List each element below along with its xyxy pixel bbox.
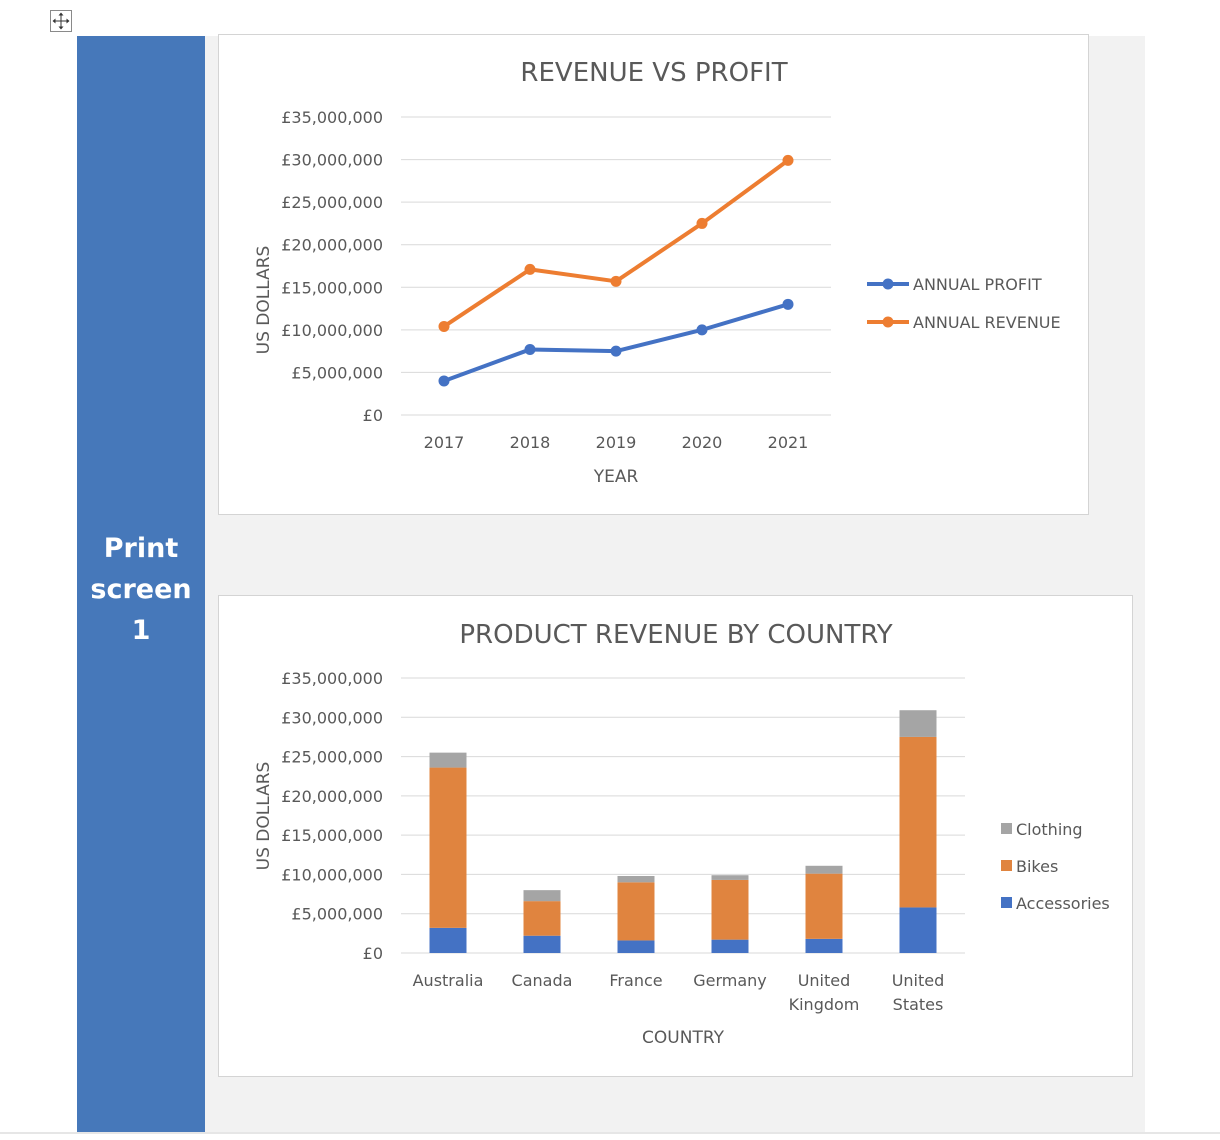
bar-segment — [523, 935, 561, 953]
bar-segment — [899, 736, 937, 908]
bar-segment — [711, 879, 749, 940]
y-tick-label: £30,000,000 — [281, 151, 383, 170]
chart-title: REVENUE VS PROFIT — [520, 58, 787, 88]
x-tick-label: 2018 — [510, 433, 551, 452]
bar-segment — [805, 938, 843, 953]
country-revenue-chart[interactable]: PRODUCT REVENUE BY COUNTRY US DOLLARS CO… — [218, 595, 1133, 1077]
y-tick-label: £10,000,000 — [281, 321, 383, 340]
x-tick-label: 2020 — [682, 433, 723, 452]
country-revenue-chart-svg: PRODUCT REVENUE BY COUNTRY US DOLLARS CO… — [254, 620, 1110, 1048]
y-tick-label: £30,000,000 — [281, 708, 383, 727]
bar-segment — [617, 882, 655, 941]
y-tick-label: £20,000,000 — [281, 787, 383, 806]
side-label-line: 1 — [131, 615, 151, 646]
y-tick-label: £25,000,000 — [281, 193, 383, 212]
bar-segment — [805, 865, 843, 874]
bar-segment — [805, 873, 843, 939]
x-axis-label: YEAR — [593, 467, 639, 487]
y-tick-label: £0 — [363, 406, 383, 425]
x-axis-label: COUNTRY — [642, 1028, 725, 1048]
bar-segment — [711, 939, 749, 953]
revenue-profit-chart[interactable]: REVENUE VS PROFIT US DOLLARS YEAR £0 £5,0… — [218, 34, 1089, 515]
x-tick-label: 2021 — [768, 433, 809, 452]
y-tick-label: £5,000,000 — [291, 363, 383, 382]
x-tick-label: 2019 — [596, 433, 637, 452]
x-tick-label: United — [892, 971, 945, 990]
data-point — [782, 154, 794, 166]
legend-label: Accessories — [1016, 894, 1110, 913]
revenue-profit-chart-svg: REVENUE VS PROFIT US DOLLARS YEAR £0 £5,0… — [254, 58, 1061, 487]
y-axis-label: US DOLLARS — [254, 246, 274, 355]
bar-segment — [523, 901, 561, 936]
legend-swatch — [1001, 897, 1012, 908]
bar-segment — [523, 890, 561, 902]
y-tick-label: £35,000,000 — [281, 669, 383, 688]
page-bottom-edge — [0, 1132, 1220, 1134]
legend-swatch — [1001, 823, 1012, 834]
data-point — [438, 375, 450, 387]
legend-marker — [882, 316, 894, 328]
bar-segment — [429, 927, 467, 953]
bar-segment — [711, 875, 749, 880]
bar-segment — [617, 940, 655, 953]
y-tick-label: £20,000,000 — [281, 236, 383, 255]
bar-segment — [899, 710, 937, 737]
x-tick-label: Australia — [413, 971, 484, 990]
legend-label: Clothing — [1016, 820, 1083, 839]
bar-segment — [429, 767, 467, 928]
x-tick-label: France — [609, 971, 662, 990]
x-tick-label: United — [798, 971, 851, 990]
y-tick-label: £15,000,000 — [281, 278, 383, 297]
side-label-line: Print — [103, 533, 179, 564]
side-panel — [77, 36, 205, 1132]
y-tick-label: £15,000,000 — [281, 826, 383, 845]
bar-segment — [429, 752, 467, 768]
x-tick-label: 2017 — [424, 433, 465, 452]
series-line — [442, 158, 790, 329]
data-point — [696, 324, 708, 336]
data-point — [524, 263, 536, 275]
legend-marker — [882, 278, 894, 290]
y-tick-label: £5,000,000 — [291, 905, 383, 924]
y-tick-label: £25,000,000 — [281, 748, 383, 767]
data-point — [782, 298, 794, 310]
y-tick-label: £10,000,000 — [281, 865, 383, 884]
y-tick-label: £35,000,000 — [281, 108, 383, 127]
chart-title: PRODUCT REVENUE BY COUNTRY — [459, 620, 892, 650]
move-cross-icon — [52, 12, 70, 30]
side-label: Print screen 1 — [77, 528, 205, 651]
move-handle[interactable] — [50, 10, 72, 32]
legend-label: ANNUAL REVENUE — [913, 313, 1061, 332]
data-point — [610, 275, 622, 287]
data-point — [610, 345, 622, 357]
data-point — [438, 320, 450, 332]
side-label-line: screen — [90, 574, 192, 605]
data-point — [524, 343, 536, 355]
data-point — [696, 217, 708, 229]
bar-segment — [617, 876, 655, 883]
x-tick-label: Kingdom — [789, 995, 860, 1014]
legend-label: ANNUAL PROFIT — [913, 275, 1042, 294]
y-axis-label: US DOLLARS — [254, 762, 274, 871]
x-tick-label: Canada — [512, 971, 573, 990]
y-tick-label: £0 — [363, 944, 383, 963]
series-line — [442, 302, 790, 383]
x-tick-label: Germany — [693, 971, 767, 990]
x-tick-label: States — [893, 995, 944, 1014]
legend-label: Bikes — [1016, 857, 1058, 876]
legend-swatch — [1001, 860, 1012, 871]
bar-segment — [899, 907, 937, 953]
